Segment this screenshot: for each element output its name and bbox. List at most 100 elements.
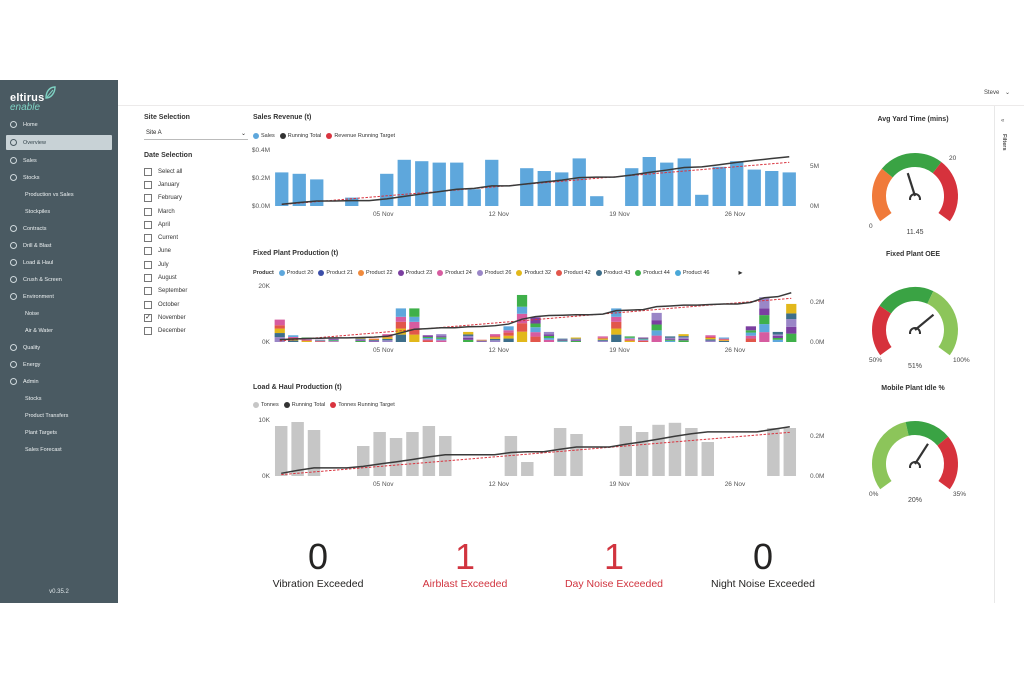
checkbox-icon[interactable] [144,194,152,203]
bar[interactable] [747,169,761,206]
bar-segment[interactable] [759,297,770,309]
bar-segment[interactable] [665,337,676,339]
bar-segment[interactable] [678,334,689,337]
bar-segment[interactable] [678,338,689,341]
bar[interactable] [467,189,481,206]
bar-segment[interactable] [745,335,756,339]
bar-segment[interactable] [543,334,555,336]
bar[interactable] [485,159,499,206]
bar-segment[interactable] [665,339,676,341]
bar[interactable] [415,161,429,206]
legend-item[interactable]: Running Total [283,402,325,408]
sidebar-item-crush-screen[interactable]: Crush & Screen [0,271,118,288]
bar[interactable] [310,179,324,206]
bar-segment[interactable] [315,339,326,341]
legend-item[interactable]: Product 20 [278,269,313,276]
bar-segment[interactable] [422,339,433,341]
bar-segment[interactable] [328,341,339,342]
bar-segment[interactable] [678,336,689,338]
bar[interactable] [406,432,419,476]
bar[interactable] [570,434,583,476]
bar-segment[interactable] [436,338,447,341]
bar-segment[interactable] [368,339,380,341]
bar-segment[interactable] [557,339,568,340]
bar-segment[interactable] [638,340,649,342]
bar-segment[interactable] [772,337,783,340]
bar-segment[interactable] [395,321,406,329]
bar-segment[interactable] [557,340,568,342]
legend-item[interactable]: Product 43 [595,269,630,276]
bar-segment[interactable] [786,303,797,314]
bar-segment[interactable] [368,339,380,340]
bar-segment[interactable] [624,339,635,341]
bar-segment[interactable] [288,335,299,337]
sidebar-item-energy[interactable]: Energy [0,356,118,373]
bar-segment[interactable] [665,338,676,340]
user-menu[interactable]: Steve ⌄ [984,89,1010,96]
sidebar-item-sales[interactable]: Sales [0,152,118,169]
checkbox-icon[interactable] [144,220,152,229]
legend-item[interactable]: Product 21 [318,269,353,276]
bar-segment[interactable] [543,337,555,340]
bar-segment[interactable] [503,335,514,339]
bar-segment[interactable] [463,334,474,336]
legend-item[interactable]: Tonnes Running Target [330,402,395,408]
bar-segment[interactable] [368,341,380,342]
bar-segment[interactable] [355,338,366,340]
bar[interactable] [432,162,446,206]
bar-segment[interactable] [718,340,730,342]
bar-segment[interactable] [368,338,380,340]
bar-segment[interactable] [409,334,420,342]
bar-segment[interactable] [651,312,662,321]
bar-segment[interactable] [503,330,514,333]
bar-segment[interactable] [570,340,581,342]
legend-item[interactable]: Tonnes [253,402,279,408]
sidebar-item-drill-blast[interactable]: Drill & Blast [0,237,118,254]
bar-segment[interactable] [786,313,797,320]
sidebar-item-sales-forecast[interactable]: Sales Forecast [0,441,118,458]
bar-segment[interactable] [611,321,622,329]
bar-segment[interactable] [638,337,649,339]
sidebar-item-load-haul[interactable]: Load & Haul [0,254,118,271]
bar-segment[interactable] [665,336,676,338]
app-logo[interactable]: eltirus enable [10,86,110,114]
bar[interactable] [275,172,289,206]
bar-segment[interactable] [772,335,783,338]
bar-segment[interactable] [503,326,514,331]
bar[interactable] [555,172,569,206]
checkbox-checked-icon[interactable]: ✓ [144,313,152,322]
bar-segment[interactable] [557,338,568,340]
bar-segment[interactable] [718,337,730,339]
bar-segment[interactable] [705,335,716,337]
legend-item[interactable]: Product 42 [556,269,591,276]
bar-segment[interactable] [530,336,541,342]
bar-segment[interactable] [557,341,568,342]
bar[interactable] [422,426,436,476]
bar-segment[interactable] [422,340,433,342]
bar[interactable] [660,162,674,206]
bar-segment[interactable] [490,340,501,342]
bar-segment[interactable] [463,337,474,340]
bar[interactable] [783,428,797,476]
sidebar-item-stocks[interactable]: Stocks [0,390,118,407]
sidebar-item-admin[interactable]: Admin [0,373,118,390]
bar-segment[interactable] [651,335,662,342]
bar-segment[interactable] [288,336,299,338]
bar-segment[interactable] [409,308,420,317]
bar-segment[interactable] [395,334,406,342]
bar-segment[interactable] [624,337,635,339]
bar[interactable] [521,462,534,476]
bar-segment[interactable] [557,339,568,341]
bar[interactable] [695,194,709,206]
bar-segment[interactable] [436,336,447,338]
bar-segment[interactable] [638,341,649,342]
sidebar-item-air-water[interactable]: Air & Water [0,322,118,339]
legend-item[interactable]: Revenue Running Target [326,133,395,139]
bar-segment[interactable] [503,332,514,336]
date-option[interactable]: October [144,298,248,311]
bar[interactable] [292,173,306,206]
checkbox-icon[interactable] [144,300,152,309]
bar-segment[interactable] [368,340,380,342]
date-option[interactable]: ✓ November [144,311,248,324]
checkbox-icon[interactable] [144,180,152,189]
